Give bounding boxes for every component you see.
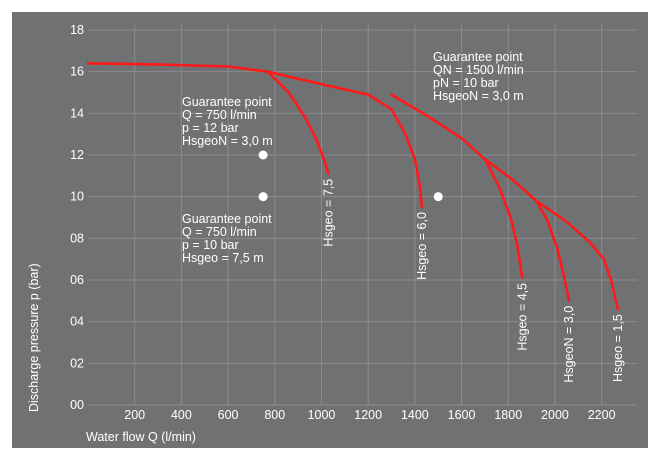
x-tick-label: 1000: [308, 408, 336, 422]
x-tick-label: 800: [264, 408, 285, 422]
pump-curve-1: [86, 62, 330, 176]
guarantee-point-label-line: Q = 750 l/min: [182, 108, 257, 122]
y-tick-label: 12: [70, 148, 84, 162]
y-tick-label: 04: [70, 315, 84, 329]
guarantee-point-label-line: pN = 10 bar: [433, 76, 499, 90]
curve-labels: Hsgeo = 7,5 Hsgeo = 6,0 Hsgeo = 4,5 HsgeoN …: [322, 179, 626, 383]
guarantee-point-label-line: Q = 750 l/min: [182, 225, 257, 239]
y-tick-label: 18: [70, 23, 84, 37]
guarantee-point-label-line: Guarantee point: [433, 50, 523, 64]
y-tick-label: 16: [70, 65, 84, 79]
x-tick-label: 1200: [354, 408, 382, 422]
x-tick-label: 200: [124, 408, 145, 422]
guarantee-point-marker: [258, 150, 268, 160]
pump-curve-2: [266, 70, 424, 209]
guarantee-point-marker: [433, 192, 443, 202]
y-tick-label: 08: [70, 231, 84, 245]
y-tick-label: 02: [70, 356, 84, 370]
x-tick-label: 1400: [401, 408, 429, 422]
guarantee-point-label-line: HsgeoN = 3,0 m: [433, 89, 524, 103]
x-tick-label: 1800: [494, 408, 522, 422]
curve-label: Hsgeo = 1,5: [611, 314, 625, 382]
curve-label: Hsgeo = 4,5: [515, 283, 529, 351]
x-axis-label: Water flow Q (l/min): [86, 430, 196, 444]
x-tick-label: 1600: [448, 408, 476, 422]
y-tick-label: 14: [70, 106, 84, 120]
guarantee-point-label-line: Hsgeo = 7,5 m: [182, 251, 264, 265]
guarantee-point-label-line: HsgeoN = 3,0 m: [182, 134, 273, 148]
y-tick-label: 00: [70, 398, 84, 412]
curve-label: Hsgeo = 7,5: [322, 179, 336, 247]
guarantee-points: [258, 150, 443, 202]
guarantee-point-label-line: QN = 1500 l/min: [433, 63, 524, 77]
x-tick-label: 2000: [541, 408, 569, 422]
pump-curve-4: [483, 157, 571, 303]
axes: 200 400 600 800 1000 1200 1400 1600 1800 2000 2200…: [70, 23, 616, 422]
pump-curve-5: [535, 199, 620, 311]
curve-label: HsgeoN = 3,0: [562, 306, 576, 383]
guarantee-point-label-line: p = 10 bar: [182, 238, 239, 252]
pump-curve-3: [390, 93, 524, 280]
guarantee-point-label-line: Guarantee point: [182, 212, 272, 226]
curve-label: Hsgeo = 6,0: [415, 212, 429, 280]
y-tick-label: 10: [70, 190, 84, 204]
y-axis-label: Discharge pressure p (bar): [27, 263, 41, 412]
x-tick-label: 600: [218, 408, 239, 422]
x-tick-label: 400: [171, 408, 192, 422]
pump-curves: [86, 62, 620, 311]
y-tick-label: 06: [70, 273, 84, 287]
guarantee-point-label-line: Guarantee point: [182, 95, 272, 109]
chart-background: [12, 12, 648, 448]
guarantee-point-marker: [258, 192, 268, 202]
guarantee-point-label-line: p = 12 bar: [182, 121, 239, 135]
x-tick-label: 2200: [588, 408, 616, 422]
